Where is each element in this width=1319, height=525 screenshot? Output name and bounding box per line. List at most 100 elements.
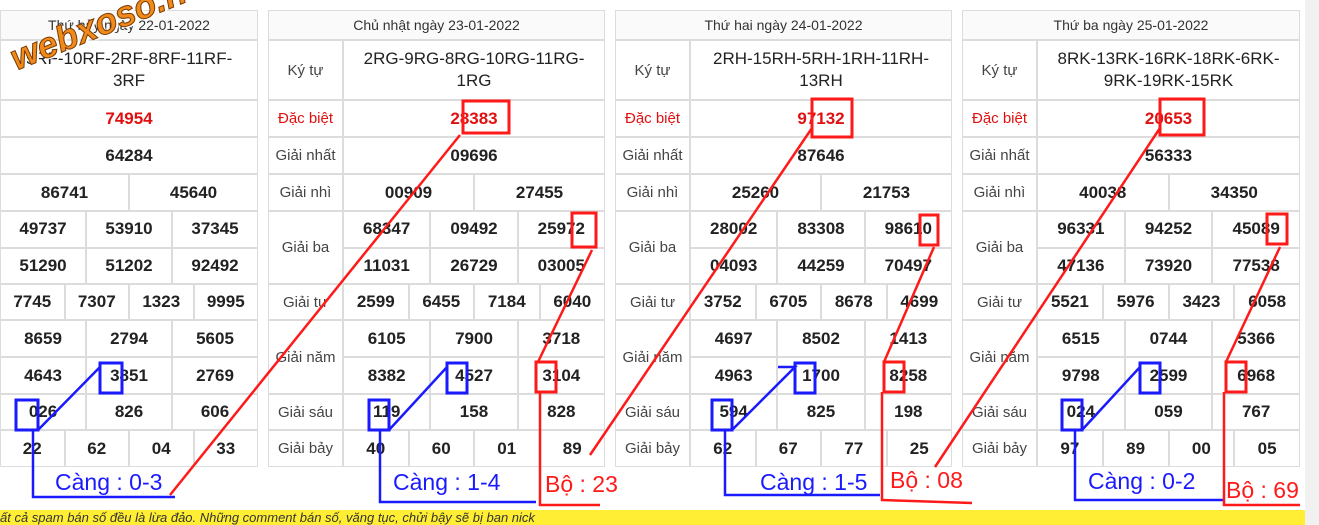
highlight-box xyxy=(793,361,817,395)
highlight-box xyxy=(570,211,598,249)
connector xyxy=(37,366,101,431)
prize-number: 11031 xyxy=(343,247,431,284)
prize-label: Giải bảy xyxy=(268,430,343,467)
prize-number: 3752 xyxy=(690,284,756,320)
prize-number: 09696 xyxy=(343,137,605,174)
prize-number: 1700 xyxy=(777,357,865,394)
prize-number: 6455 xyxy=(408,284,474,320)
prize-number: 34350 xyxy=(1168,174,1300,211)
prize-number: 7307 xyxy=(64,284,129,320)
prize-label: Giải nhất xyxy=(268,137,343,174)
connector xyxy=(1224,246,1282,363)
prize-number: 606 xyxy=(172,394,258,430)
prize-label: Giải bảy xyxy=(615,430,690,467)
prize-number: 73920 xyxy=(1124,247,1213,284)
prize-label: Giải năm xyxy=(962,320,1037,394)
prize-number: 89 xyxy=(1102,430,1169,467)
prize-number: 62 xyxy=(64,430,129,467)
prize-label: Giải nhất xyxy=(962,137,1037,174)
prize-number: 4963 xyxy=(690,357,778,394)
highlight-box xyxy=(534,360,558,394)
prize-number: 45640 xyxy=(129,174,258,211)
prize-label: Giải nhì xyxy=(615,174,690,211)
prize-number: 8258 xyxy=(864,357,952,394)
annotation: Bộ : 08 xyxy=(890,467,963,493)
prize-number: 44259 xyxy=(777,247,865,284)
prize-label: Giải tư xyxy=(962,284,1037,320)
prize-number: 00 xyxy=(1168,430,1235,467)
arrow-line xyxy=(588,127,814,456)
prize-number: 7900 xyxy=(430,320,518,357)
prize-label: Ký tự xyxy=(962,40,1037,100)
prize-number: 53910 xyxy=(86,211,172,248)
highlight-box xyxy=(810,97,854,139)
prize-number: 3104 xyxy=(517,357,605,394)
prize-number: 2794 xyxy=(86,320,172,357)
highlight-box xyxy=(1060,398,1084,432)
prize-number: 51202 xyxy=(86,247,172,284)
prize-label: Giải bảy xyxy=(962,430,1037,467)
day-header: Thứ hai ngày 24-01-2022 xyxy=(615,10,952,40)
prize-label: Đặc biệt xyxy=(962,100,1037,137)
prize-number: 158 xyxy=(430,394,518,430)
prize-number: 8502 xyxy=(777,320,865,357)
prize-label: Giải sáu xyxy=(268,394,343,430)
annotation: Bộ : 23 xyxy=(545,471,618,497)
prize-number: 37345 xyxy=(172,211,258,248)
prize-number: 6515 xyxy=(1037,320,1125,357)
annotation: Càng : 0-3 xyxy=(55,469,162,495)
prize-number: 05 xyxy=(1234,430,1300,467)
province-code: 5RF-10RF-2RF-8RF-11RF-3RF xyxy=(0,40,258,100)
prize-number: 826 xyxy=(86,394,172,430)
prize-number: 74954 xyxy=(0,100,258,137)
prize-number: 60 xyxy=(408,430,474,467)
prize-label: Giải nhì xyxy=(268,174,343,211)
prize-number: 7745 xyxy=(0,284,65,320)
prize-number: 4697 xyxy=(690,320,778,357)
prize-label: Ký tự xyxy=(268,40,343,100)
prize-number: 8678 xyxy=(821,284,887,320)
prize-number: 26729 xyxy=(430,247,518,284)
highlight-box xyxy=(445,361,469,395)
prize-number: 3423 xyxy=(1168,284,1235,320)
highlight-box xyxy=(918,213,940,247)
prize-number: 00909 xyxy=(343,174,474,211)
prize-number: 767 xyxy=(1212,394,1300,430)
bracket xyxy=(538,392,600,507)
connector xyxy=(882,246,936,363)
prize-label: Giải nhì xyxy=(962,174,1037,211)
bracket xyxy=(378,430,536,504)
prize-number: 33 xyxy=(193,430,258,467)
prize-label: Giải tư xyxy=(268,284,343,320)
prize-number: 4699 xyxy=(886,284,952,320)
prize-number: 03005 xyxy=(517,247,605,284)
prize-number: 4643 xyxy=(0,357,86,394)
prize-number: 68347 xyxy=(343,211,431,248)
prize-number: 828 xyxy=(517,394,605,430)
highlight-box xyxy=(1224,360,1248,394)
highlight-box xyxy=(1265,212,1289,246)
prize-number: 09492 xyxy=(430,211,518,248)
prize-number: 825 xyxy=(777,394,865,430)
prize-number: 64284 xyxy=(0,137,258,174)
prize-number: 5521 xyxy=(1037,284,1103,320)
scrollbar xyxy=(1305,0,1319,525)
prize-number: 86741 xyxy=(0,174,129,211)
bracket xyxy=(723,430,880,497)
prize-number: 67 xyxy=(755,430,821,467)
annotations: Càng : 0-3 Càng : 1-4 Bộ : 23 Càng : 1-5 Bộ … xyxy=(14,97,1300,507)
prize-number: 1323 xyxy=(129,284,194,320)
annotation: Càng : 0-2 xyxy=(1088,468,1195,494)
prize-number: 9995 xyxy=(193,284,258,320)
highlight-box xyxy=(98,361,124,395)
highlight-box xyxy=(710,398,734,432)
prize-number: 77 xyxy=(821,430,887,467)
prize-number: 8382 xyxy=(343,357,431,394)
prize-number: 9798 xyxy=(1037,357,1125,394)
annotation: Càng : 1-5 xyxy=(760,469,867,495)
prize-number: 3851 xyxy=(86,357,172,394)
prize-number: 4527 xyxy=(430,357,518,394)
prize-number: 51290 xyxy=(0,247,86,284)
prize-number: 56333 xyxy=(1037,137,1300,174)
